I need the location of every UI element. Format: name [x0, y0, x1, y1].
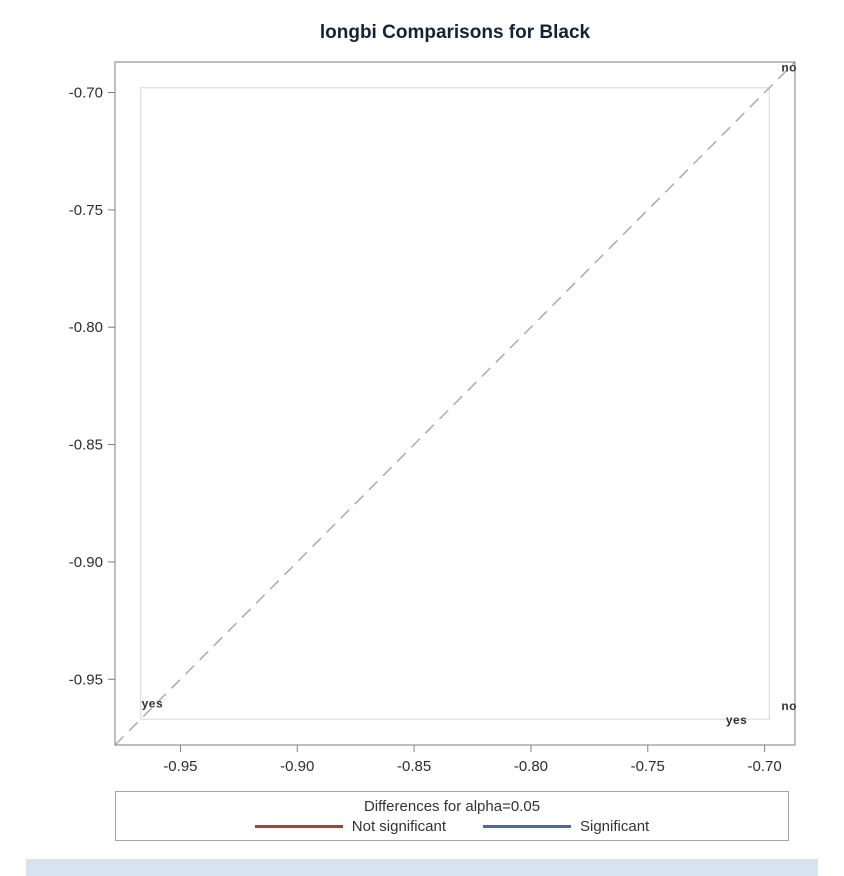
y-axis-tick-label: -0.80	[69, 319, 103, 336]
legend-label-not-significant: Not significant	[351, 817, 446, 835]
diagonal-reference-line	[114, 61, 796, 746]
legend-label-significant: Significant	[580, 817, 650, 835]
x-axis-tick-label: -0.95	[163, 758, 197, 775]
legend: Differences for alpha=0.05 Not significa…	[115, 791, 789, 841]
y-axis-tick-label: -0.95	[69, 671, 103, 688]
footer-strip	[26, 859, 818, 876]
plot-frame	[114, 61, 796, 746]
page-title: longbi Comparisons for Black	[319, 22, 591, 43]
diffogram-plot: -0.95 -0.90 -0.85 -0.80 -0.75 -0.70 -0.70 -0.75…	[69, 60, 797, 775]
legend-entries: Not significant Significant	[254, 817, 650, 835]
y-axis-tick-label: -0.85	[69, 437, 103, 454]
inner-frame	[140, 87, 770, 720]
y-axis-tick-label: -0.75	[69, 202, 103, 219]
x-axis-tick-label: -0.75	[631, 758, 665, 775]
significance-label: no	[781, 699, 797, 713]
y-axis-tick-label: -0.90	[69, 554, 103, 571]
not-significant-line-swatch	[254, 824, 343, 828]
significance-label: yes	[726, 713, 748, 727]
legend-title: Differences for alpha=0.05	[363, 797, 541, 815]
x-axis-tick-label: -0.80	[514, 758, 548, 775]
x-axis-tick-label: -0.85	[397, 758, 431, 775]
y-axis-tick-label: -0.70	[69, 85, 103, 102]
significance-label: no	[781, 60, 797, 74]
x-axis-tick-label: -0.90	[280, 758, 314, 775]
x-axis-tick-label: -0.70	[748, 758, 782, 775]
significance-label: yes	[142, 696, 164, 710]
significant-line-swatch	[483, 824, 571, 828]
